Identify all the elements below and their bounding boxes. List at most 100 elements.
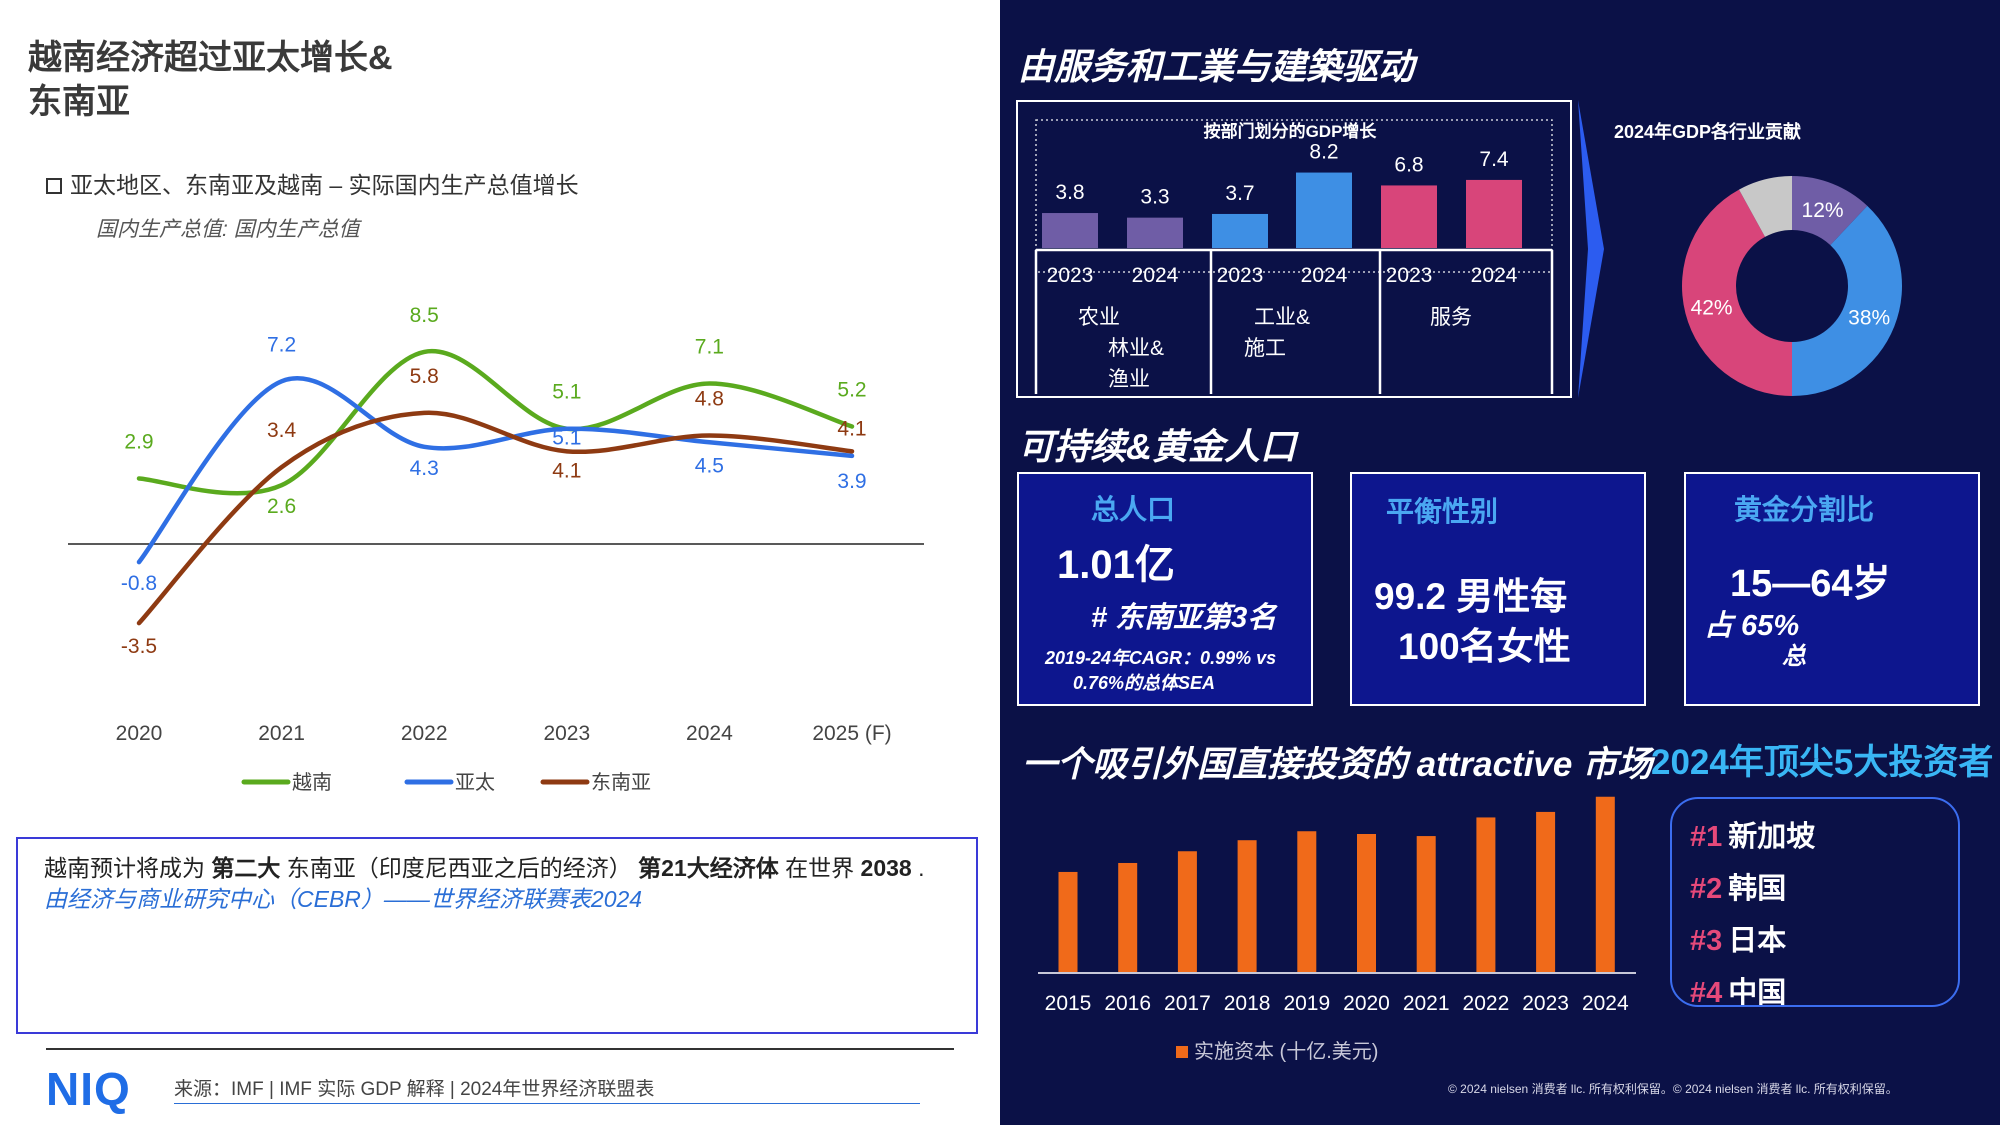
x-tick-label: 2022 [401,722,448,745]
legend-label: 亚太 [455,771,495,794]
group-label: 施工 [1244,337,1286,360]
forecast-callout: 越南预计将成为 第二大 东南亚（印度尼西亚之后的经济） 第21大经济体 在世界 … [16,837,978,1034]
callout-part: 在世界 [785,855,855,881]
fdi-bar-chart: 2015 2016 2017 2018 2019 2020 2021 2022 2023 2024… [1038,796,1636,1063]
bar [1466,179,1522,248]
slice-label: 42% [1691,297,1733,320]
chart-title: 按部门划分的GDP增长 [1204,121,1378,141]
x-tick-label: 2024 [686,722,733,745]
bar [1476,817,1496,972]
callout-bold: 2038 [860,855,912,881]
card-value: 1.01亿 [1057,543,1175,587]
bar [1297,831,1317,972]
investor-rank: #1 [1690,821,1723,853]
legend-swatch [1176,1046,1188,1058]
investor-row: #2 韩国 [1690,863,1940,915]
group-label: 服务 [1430,306,1472,329]
sector-gdp-chart-box: 按部门划分的GDP增长 3.8 2023 3.3 2024 3.7 2023 8.2 2024 6… [1016,100,1572,398]
card-value-line2: 100名女性 [1398,626,1571,667]
data-label: 5.1 [552,381,581,404]
x-tick-label: 2024 [1582,992,1629,1015]
x-tick-label: 2018 [1224,992,1271,1015]
x-tick-label: 2023 [543,722,590,745]
bar [1381,185,1437,248]
card-total-population: 总人口 1.01亿 # 东南亚第3名 2019-24年CAGR：0.99% vs… [1017,472,1313,706]
sector-contribution-donut: 2024年GDP各行业贡献 12% 38% 42% [1614,121,1902,396]
slice-label: 12% [1802,199,1844,222]
bar [1416,836,1436,972]
investor-row: #4 中国 [1690,967,1940,1019]
x-tick-label: 2021 [258,722,305,745]
data-label: 8.5 [410,304,439,327]
x-tick-label: 2021 [1403,992,1450,1015]
investor-name: 韩国 [1728,873,1787,905]
bar-value-label: 8.2 [1309,141,1338,164]
card-share: 占 65% [1704,610,1800,642]
chart-subnote: 国内生产总值: 国内生产总值 [96,218,360,241]
section-heading-population: 可持续&黄金人口 [1018,426,1296,467]
bar-category-label: 2023 [1047,264,1094,287]
bar-value-label: 3.3 [1140,186,1169,209]
group-label: 渔业 [1108,368,1150,391]
donut-slice [1682,189,1792,396]
data-label: 4.8 [695,388,724,411]
card-value: 15—64岁 [1730,563,1891,605]
bar-value-label: 3.8 [1055,181,1084,204]
data-label: -3.5 [121,635,157,658]
x-tick-label: 2017 [1164,992,1211,1015]
data-label: 5.1 [552,427,581,450]
bar-category-label: 2024 [1471,264,1518,287]
callout-bold: 第二大 [211,855,281,881]
bar [1058,871,1078,972]
data-label: 5.2 [837,378,866,401]
bar [1177,851,1197,972]
bar-category-label: 2023 [1386,264,1433,287]
group-label: 农业 [1078,306,1120,329]
bar-value-label: 6.8 [1394,153,1423,176]
callout-text: 越南预计将成为 第二大 东南亚（印度尼西亚之后的经济） 第21大经济体 在世界 … [44,853,950,883]
investor-row: #3 日本 [1690,915,1940,967]
plot-frame [1035,119,1553,273]
title-line-1: 越南经济超过亚太增长& [28,39,393,77]
card-cagr-line1: 2019-24年CAGR：0.99% vs [1045,648,1277,668]
arrow-right-icon [1578,100,1604,398]
investor-rank: #3 [1690,925,1723,957]
title-line-2: 东南亚 [28,83,130,121]
chart-heading: 亚太地区、东南亚及越南 – 实际国内生产总值增长 [46,166,579,200]
data-label: 4.3 [410,457,439,480]
card-rank: # 东南亚第3名 [1091,602,1277,634]
callout-source: 由经济与商业研究中心（CEBR）——世界经济联赛表2024 [44,886,643,912]
investor-name: 新加坡 [1728,821,1816,853]
card-gender-balance: 平衡性别 99.2 男性每 100名女性 [1350,472,1646,706]
bar [1118,862,1138,972]
left-panel: 越南经济超过亚太增长& 东南亚 亚太地区、东南亚及越南 – 实际国内生产总值增长… [16,39,978,1115]
card-value-line1: 99.2 男性每 [1374,576,1568,617]
card-cagr-line2: 0.76%的总体SEA [1073,673,1216,693]
section-heading-drivers: 由服务和工業与建築驱动 [1018,46,1415,87]
data-label: 2.9 [124,430,153,453]
bar [1536,811,1556,972]
data-label: 4.1 [837,417,866,440]
x-tick-label: 2016 [1104,992,1151,1015]
bar [1595,796,1615,972]
investor-name: 中国 [1728,977,1787,1009]
data-label: 3.9 [837,470,866,493]
data-label: 4.5 [695,454,724,477]
x-tick-label: 2020 [1343,992,1390,1015]
legend-label: 越南 [292,771,332,794]
x-tick-label: 2020 [116,722,163,745]
series-line-越南 [136,348,855,496]
card-total-label: 总 [1782,643,1806,670]
top-investors-list: #1 新加坡 #2 韩国 #3 日本 #4 中国 [1670,797,1960,1009]
card-title: 平衡性别 [1386,496,1499,527]
legend-label: 东南亚 [591,771,651,794]
legend-label: 实施资本 (十亿.美元) [1194,1040,1378,1063]
bar [1127,217,1183,248]
bar-category-label: 2023 [1217,264,1264,287]
bar-category-label: 2024 [1301,264,1348,287]
right-panel: 由服务和工業与建築驱动 按部门划分的GDP增长 3.8 2023 3.3 2024 3.7… [1000,0,2000,1125]
investor-rank: #4 [1690,977,1723,1009]
data-label: 5.8 [410,365,439,388]
bar-value-label: 3.7 [1225,182,1254,205]
chart-title: 2024年GDP各行业贡献 [1614,121,1801,142]
